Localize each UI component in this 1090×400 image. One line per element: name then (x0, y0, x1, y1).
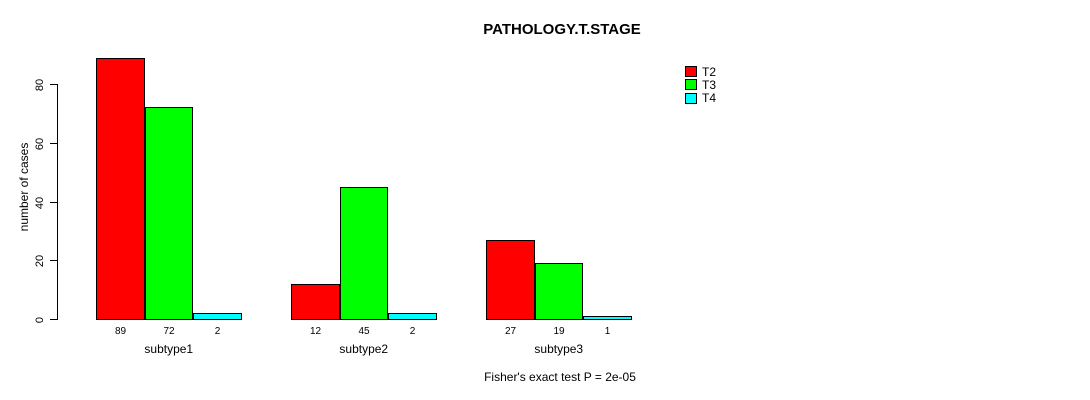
bar-T2-subtype1 (96, 58, 145, 320)
bar-value-label: 2 (409, 326, 416, 337)
legend-label-T2: T2 (702, 64, 717, 79)
bar-T4-subtype3 (583, 316, 632, 320)
chart-title: PATHOLOGY.T.STAGE (483, 21, 641, 38)
y-axis-tick-label: 0 (34, 316, 46, 323)
bar-T3-subtype1 (145, 107, 193, 320)
bar-T4-subtype2 (388, 313, 437, 320)
y-axis-tick (50, 202, 57, 203)
legend-label-T4: T4 (702, 91, 717, 106)
bar-value-label: 45 (358, 326, 370, 337)
legend-swatch-T3 (685, 79, 697, 91)
bar-T2-subtype3 (486, 240, 535, 320)
bar-T2-subtype2 (291, 284, 340, 320)
bar-value-label: 2 (214, 326, 221, 337)
y-axis-tick (50, 260, 57, 261)
bar-value-label: 72 (163, 326, 175, 337)
bar-T4-subtype1 (193, 313, 242, 320)
y-axis-tick-label: 40 (34, 196, 46, 209)
bar-value-label: 1 (604, 326, 611, 337)
category-label-subtype1: subtype1 (144, 342, 194, 356)
bar-value-label: 27 (504, 326, 517, 337)
legend-label-T3: T3 (702, 77, 717, 92)
category-label-subtype2: subtype2 (339, 342, 389, 356)
bar-value-label: 19 (553, 326, 565, 337)
bar-value-label: 12 (309, 326, 322, 337)
y-axis-line (57, 84, 58, 320)
y-axis-tick-label: 20 (34, 254, 46, 267)
y-axis-title: number of cases (17, 142, 31, 232)
y-axis-tick-label: 80 (34, 78, 46, 91)
bar-value-label: 89 (114, 326, 127, 337)
legend-swatch-T4 (685, 92, 697, 104)
y-axis-tick (50, 143, 57, 144)
legend-swatch-T2 (685, 66, 697, 77)
bar-T3-subtype2 (340, 187, 388, 320)
category-label-subtype3: subtype3 (534, 342, 584, 356)
fisher-test-annotation: Fisher's exact test P = 2e-05 (484, 370, 636, 384)
bar-T3-subtype3 (535, 263, 583, 320)
y-axis-tick (50, 84, 57, 85)
y-axis-tick-label: 60 (34, 137, 46, 150)
y-axis-tick (50, 319, 57, 320)
